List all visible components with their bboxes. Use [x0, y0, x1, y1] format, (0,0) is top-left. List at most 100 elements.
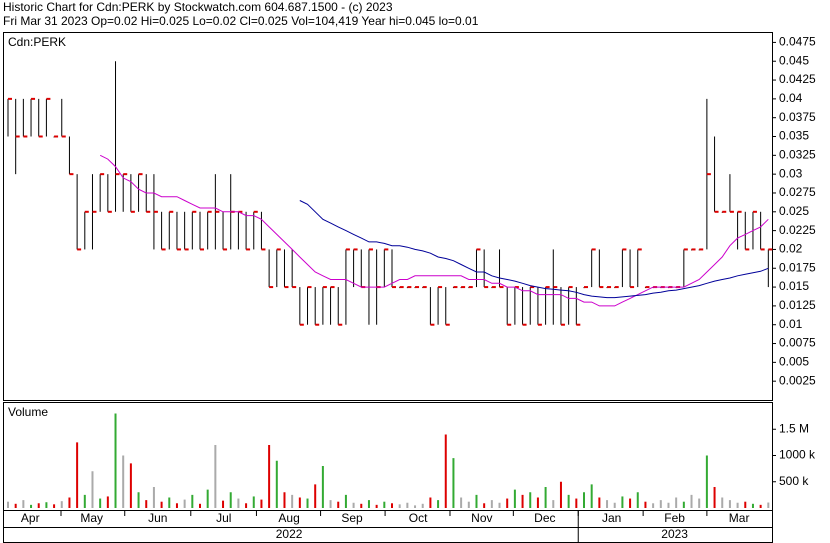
y-tick-label: 0.025 — [779, 204, 809, 218]
volume-bar — [214, 445, 217, 508]
volume-bar — [99, 498, 102, 508]
volume-bar — [629, 498, 632, 508]
y-tick-label: 0.04 — [779, 91, 803, 105]
year-label: 2023 — [661, 527, 688, 541]
y-tick-label: 0.0275 — [779, 185, 816, 199]
y-tick-label: 0.035 — [779, 129, 809, 143]
volume-bar — [636, 492, 639, 508]
volume-bar — [483, 503, 486, 508]
volume-bar — [252, 496, 255, 508]
volume-bar — [606, 500, 609, 508]
volume-bar — [283, 492, 286, 508]
volume-bar — [759, 504, 762, 508]
y-tick-label: 0.045 — [779, 53, 809, 67]
volume-bar — [513, 489, 516, 508]
volume-bar — [275, 460, 278, 508]
y-tick-label: 0.0225 — [779, 223, 816, 237]
volume-bar — [37, 503, 40, 508]
y-tick-label: 0.0475 — [779, 35, 816, 49]
header-line: Fri Mar 31 2023 Op=0.02 Hi=0.025 Lo=0.02… — [3, 14, 479, 28]
y-tick-label: 0.0075 — [779, 336, 816, 350]
volume-bar — [705, 455, 708, 508]
volume-bar — [191, 494, 194, 508]
volume-bar — [14, 503, 17, 508]
month-label: Feb — [664, 511, 685, 525]
y-tick-label: 0.0375 — [779, 110, 816, 124]
volume-bar — [45, 502, 48, 508]
moving-average — [299, 200, 769, 299]
volume-bar — [76, 442, 79, 508]
y-tick-label: 0.01 — [779, 317, 803, 331]
volume-bar — [529, 492, 532, 508]
header-line: Historic Chart for Cdn:PERK by Stockwatc… — [3, 0, 393, 14]
volume-bar — [690, 494, 693, 508]
volume-bar — [721, 497, 724, 508]
volume-bar — [337, 501, 340, 508]
volume-bar — [421, 503, 424, 508]
volume-bar — [575, 498, 578, 508]
volume-bar — [106, 496, 109, 508]
y-tick-label: 0.02 — [779, 242, 803, 256]
volume-bar — [590, 484, 593, 508]
year-label: 2022 — [276, 527, 303, 541]
panel-label: Cdn:PERK — [8, 35, 66, 49]
volume-bar — [652, 503, 655, 508]
volume-bar — [229, 492, 232, 508]
volume-bar — [83, 494, 86, 508]
month-label: Oct — [409, 511, 428, 525]
volume-bar — [22, 500, 25, 508]
month-label: Mar — [729, 511, 750, 525]
volume-bar — [183, 499, 186, 508]
volume-bar — [68, 497, 71, 508]
volume-bar — [682, 501, 685, 508]
volume-bar — [467, 501, 470, 508]
volume-bar — [175, 503, 178, 508]
volume-bar — [475, 494, 478, 508]
volume-bar — [659, 500, 662, 508]
volume-bar — [544, 487, 547, 508]
y-tick-label: 0.0175 — [779, 260, 816, 274]
volume-bar — [444, 434, 447, 508]
volume-bar — [621, 496, 624, 508]
volume-bar — [698, 498, 701, 508]
volume-bar — [352, 502, 355, 508]
month-label: Jan — [602, 511, 621, 525]
y-tick-label: 0.0425 — [779, 72, 816, 86]
volume-bar — [375, 504, 378, 508]
volume-bar — [429, 497, 432, 508]
month-label: Jun — [148, 511, 167, 525]
volume-bar — [583, 492, 585, 508]
volume-bar — [751, 503, 754, 508]
volume-bar — [222, 500, 225, 508]
volume-bar — [237, 498, 240, 508]
volume-bar — [329, 500, 332, 508]
volume-bar — [206, 489, 209, 508]
volume-bar — [137, 492, 140, 508]
volume-bar — [91, 471, 94, 508]
volume-bar — [160, 501, 163, 508]
month-label: Apr — [21, 511, 40, 525]
moving-average — [99, 154, 769, 307]
y-tick-label: 500 k — [779, 474, 809, 488]
y-tick-label: 0.0025 — [779, 373, 816, 387]
y-tick-label: 0.0125 — [779, 298, 816, 312]
volume-bar — [298, 497, 301, 508]
volume-bar — [344, 494, 347, 508]
volume-bar — [114, 413, 117, 508]
volume-bar — [767, 502, 770, 508]
volume-bar — [613, 502, 616, 508]
volume-bar — [675, 497, 678, 508]
volume-bar — [644, 501, 647, 508]
month-label: Aug — [278, 511, 299, 525]
volume-bar — [598, 497, 601, 508]
volume-bar — [736, 502, 739, 508]
volume-bar — [452, 458, 455, 508]
volume-bar — [398, 504, 401, 508]
volume-bar — [360, 503, 363, 508]
month-label: Sep — [341, 511, 363, 525]
volume-bar — [667, 502, 670, 508]
volume-bar — [291, 494, 294, 508]
y-tick-label: 0.03 — [779, 166, 803, 180]
volume-bar — [713, 487, 716, 508]
